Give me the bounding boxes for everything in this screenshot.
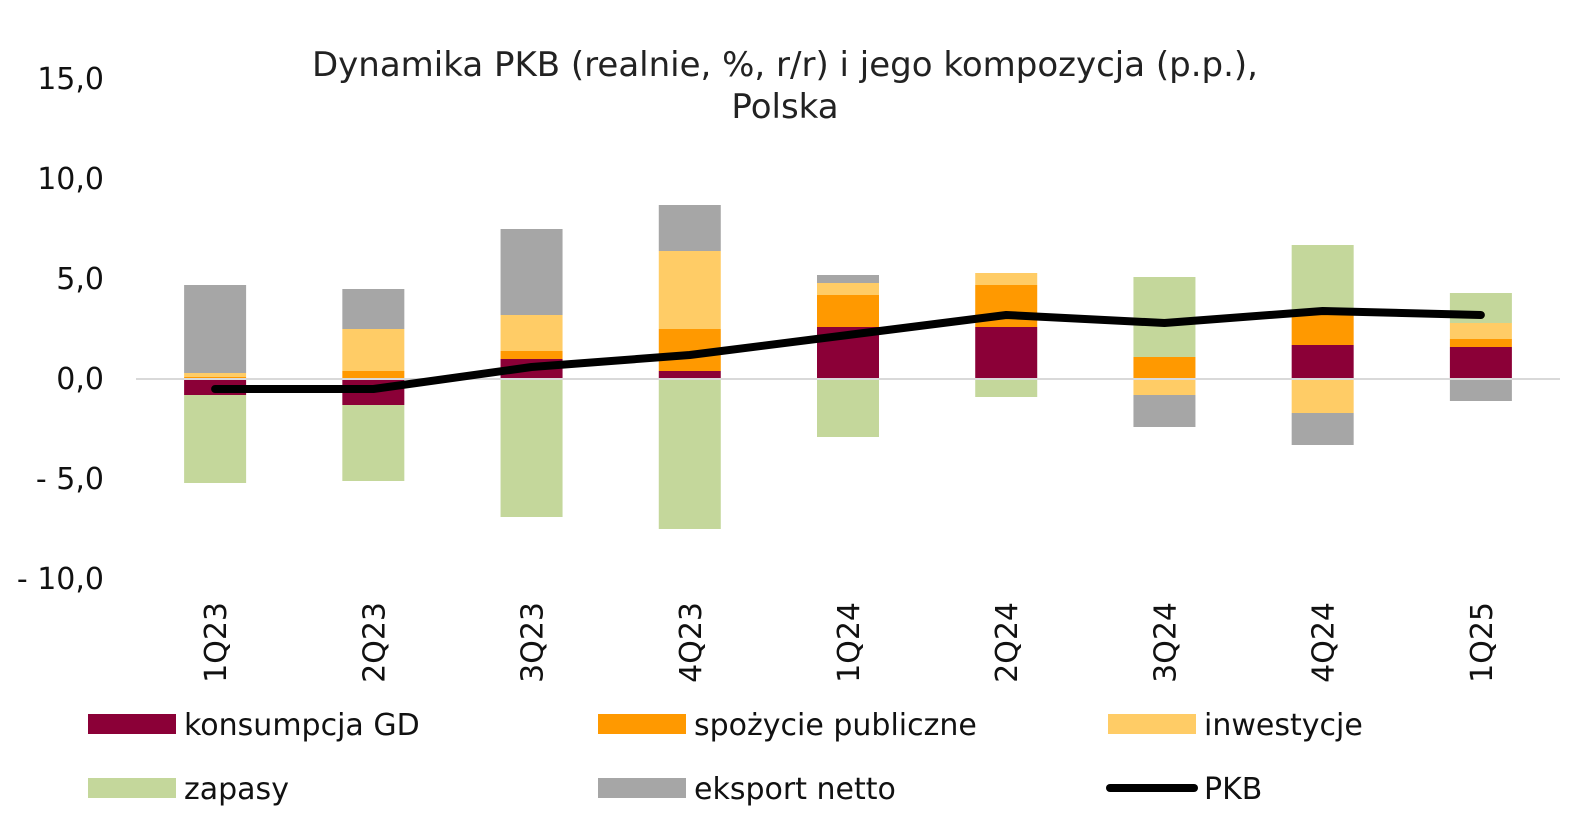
bar-segment xyxy=(817,379,879,437)
bar-segment xyxy=(817,283,879,295)
bar-segment xyxy=(1291,413,1354,445)
bar-segment xyxy=(1133,395,1196,427)
bar-segment xyxy=(1291,345,1354,379)
bar-segment xyxy=(658,371,721,379)
bar-segment xyxy=(975,273,1038,285)
bar-segment xyxy=(658,205,721,251)
chart-title-line-2: Polska xyxy=(731,87,838,127)
bar-segment xyxy=(1449,339,1512,347)
bar-segment xyxy=(342,329,405,371)
legend-label: eksport netto xyxy=(694,772,896,807)
bar-segment xyxy=(500,315,563,351)
y-axis-ticks: 15,0 10,0 5,0 0,0 - 5,0 - 10,0 xyxy=(17,62,104,597)
legend-label: inwestycje xyxy=(1204,708,1363,743)
y-tick-label: - 5,0 xyxy=(36,462,104,497)
bar-segment xyxy=(817,295,879,327)
bar-segments xyxy=(184,205,1512,529)
x-tick-label: 1Q25 xyxy=(1465,602,1500,683)
bar-segment xyxy=(975,327,1038,379)
x-tick-label: 2Q24 xyxy=(990,602,1025,683)
bar-segment xyxy=(658,379,721,529)
bar-segment xyxy=(1291,245,1354,315)
bar-segment xyxy=(1133,277,1196,357)
legend-swatch xyxy=(598,714,686,734)
legend-label: zapasy xyxy=(184,772,289,807)
legend-swatch xyxy=(598,778,686,798)
y-tick-label: 0,0 xyxy=(56,362,104,397)
bar-segment xyxy=(1133,357,1196,379)
legend: konsumpcja GD spożycie publiczne inwestycj… xyxy=(88,708,1363,807)
y-tick-label: - 10,0 xyxy=(17,562,104,597)
legend-swatch xyxy=(88,778,176,798)
x-tick-label: 3Q24 xyxy=(1148,602,1183,683)
x-tick-label: 4Q24 xyxy=(1307,602,1342,683)
y-tick-label: 5,0 xyxy=(56,262,104,297)
x-tick-label: 1Q24 xyxy=(832,602,867,683)
bar-segment xyxy=(184,285,247,373)
x-tick-label: 2Q23 xyxy=(357,602,392,683)
legend-label: PKB xyxy=(1204,772,1262,807)
bar-segment xyxy=(1449,347,1512,379)
bar-segment xyxy=(500,351,563,359)
bar-segment xyxy=(1449,379,1512,401)
bar-segment xyxy=(500,379,563,517)
bar-segment xyxy=(342,289,405,329)
legend-label: konsumpcja GD xyxy=(184,708,420,743)
bar-segment xyxy=(342,371,405,379)
bar-segment xyxy=(184,373,247,377)
bar-segment xyxy=(817,275,879,283)
bar-segment xyxy=(184,395,247,483)
bar-segment xyxy=(500,229,563,315)
legend-label: spożycie publiczne xyxy=(694,708,977,743)
y-tick-label: 10,0 xyxy=(37,162,104,197)
bar-segment xyxy=(1133,379,1196,395)
legend-swatch xyxy=(88,714,176,734)
legend-swatch xyxy=(1108,714,1196,734)
bar-segment xyxy=(658,251,721,329)
y-tick-label: 15,0 xyxy=(37,62,104,97)
x-tick-label: 3Q23 xyxy=(516,602,551,683)
bar-segment xyxy=(1291,379,1354,413)
x-tick-label: 4Q23 xyxy=(674,602,709,683)
x-axis-labels: 1Q23 2Q23 3Q23 4Q23 1Q24 2Q24 3Q24 4Q24 1Q25 xyxy=(199,602,1500,683)
gdp-line xyxy=(211,307,1485,393)
bar-segment xyxy=(342,405,405,481)
x-tick-label: 1Q23 xyxy=(199,602,234,683)
chart-title-line-1: Dynamika PKB (realnie, %, r/r) i jego ko… xyxy=(312,45,1258,85)
bar-segment xyxy=(1291,315,1354,345)
bar-segment xyxy=(975,379,1038,397)
bar-segment xyxy=(1449,323,1512,339)
